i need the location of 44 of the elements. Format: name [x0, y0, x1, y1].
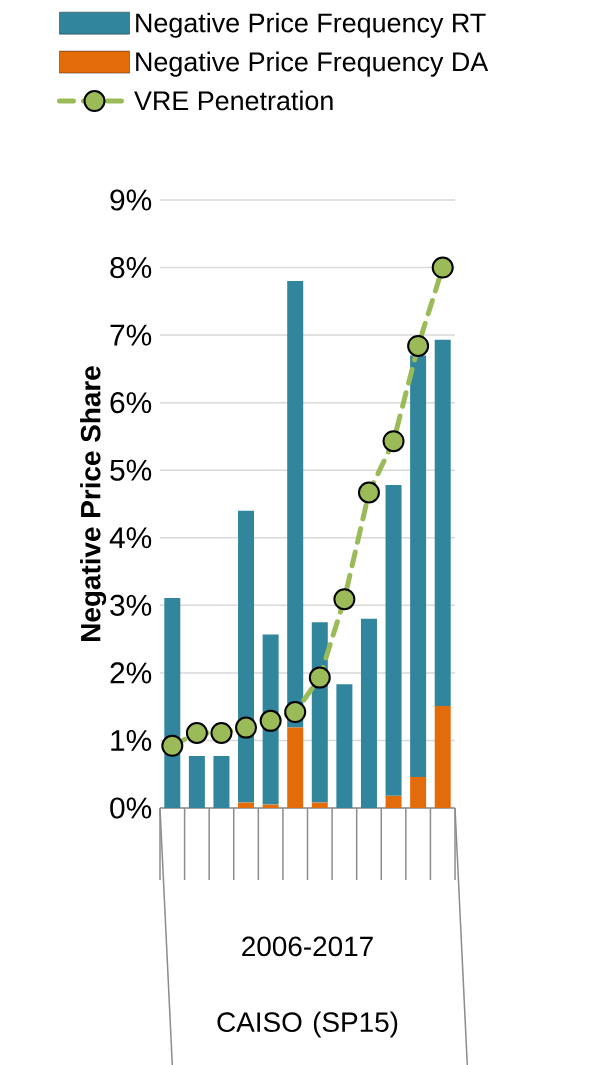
bar [410, 776, 427, 808]
bar [336, 684, 353, 808]
point [235, 716, 258, 739]
y-tick-label: 1% [111, 729, 152, 751]
legend-label: Negative Price Frequency DA [136, 51, 489, 77]
y-tick-label: 6% [110, 392, 152, 414]
bar [287, 281, 304, 728]
bar [238, 510, 255, 803]
y-tick-label: 3% [110, 594, 152, 616]
point [161, 734, 184, 757]
legend-label: Negative Price Frequency RT [136, 12, 486, 38]
point [333, 588, 356, 611]
bar [238, 802, 255, 808]
bar [213, 755, 230, 808]
bar [434, 705, 451, 808]
point [308, 666, 331, 689]
bar [385, 485, 402, 796]
bar [164, 597, 181, 808]
y-axis-title: Negative Price Share [80, 366, 107, 641]
bar [287, 727, 304, 808]
point [357, 481, 380, 504]
point [284, 701, 307, 724]
bar [385, 795, 402, 808]
point [407, 334, 430, 357]
point [382, 430, 405, 453]
point [210, 722, 233, 745]
bar [360, 618, 377, 808]
bar [311, 802, 328, 808]
point [185, 722, 208, 745]
y-tick-label: 5% [110, 459, 152, 481]
point [431, 256, 454, 279]
y-tick-label: 8% [110, 256, 152, 279]
y-tick-label: 2% [110, 662, 152, 684]
text: CAISO (SP15) [217, 1011, 398, 1038]
text: 2006-2017 [242, 936, 373, 957]
y-tick-label: 7% [110, 324, 152, 346]
bar [188, 755, 205, 808]
point [259, 709, 282, 732]
bar [410, 355, 427, 777]
y-tick-label: 0% [110, 797, 152, 819]
y-tick-label: 4% [109, 527, 152, 549]
legend-label: VRE Penetration [134, 90, 333, 111]
bar [434, 339, 451, 706]
y-tick-label: 9% [110, 189, 152, 211]
